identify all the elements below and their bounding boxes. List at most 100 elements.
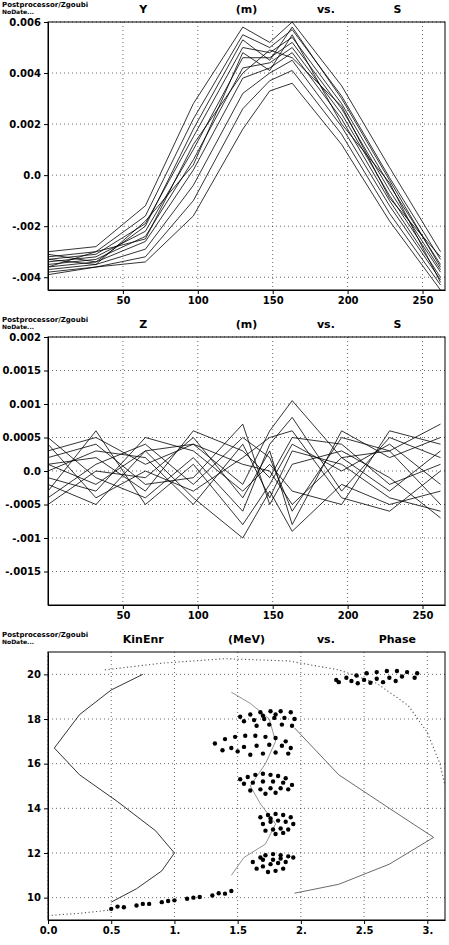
scatter-point — [280, 722, 284, 726]
scatter-point — [280, 744, 284, 748]
data-area — [48, 401, 441, 538]
scatter-point — [349, 679, 353, 683]
scatter-point — [281, 866, 285, 870]
series-line — [48, 431, 441, 525]
grid-line — [48, 73, 445, 74]
scatter-point — [223, 891, 227, 895]
scatter-point — [395, 669, 399, 673]
scatter-point — [263, 853, 267, 857]
series-line — [105, 659, 445, 786]
scatter-point — [356, 681, 360, 685]
scatter-point — [268, 816, 272, 820]
grid-line — [48, 504, 445, 505]
scatter-point — [273, 712, 277, 716]
tick-mark — [44, 337, 48, 338]
scatter-point — [238, 777, 242, 781]
series-line — [48, 444, 441, 511]
scatter-point — [268, 786, 272, 790]
x-tick: 150 — [263, 290, 284, 306]
scatter-point — [268, 773, 272, 777]
scatter-point — [276, 774, 280, 778]
scatter-point — [263, 735, 267, 739]
grid-line — [48, 175, 445, 176]
tick-mark — [44, 764, 48, 765]
scatter-point — [286, 751, 290, 755]
y-tick: -.001 — [12, 533, 48, 544]
scatter-point — [233, 735, 237, 739]
x-tick: 3. — [422, 920, 433, 936]
scatter-point — [289, 815, 293, 819]
axis-line — [48, 653, 49, 921]
x-tick: 2. — [296, 920, 307, 936]
scatter-point — [261, 772, 265, 776]
annotation: NoDate... — [2, 8, 34, 15]
y-tick: 14 — [27, 803, 48, 814]
tick-label: 0.0 — [23, 466, 41, 477]
tick-label: 50 — [116, 610, 130, 621]
grid-line — [48, 808, 445, 809]
grid-line — [427, 652, 428, 920]
scatter-point — [278, 826, 282, 830]
scatter-point — [254, 744, 258, 748]
grid-line — [111, 652, 112, 920]
scatter-point — [271, 827, 275, 831]
data-area — [48, 659, 445, 916]
tick-label: 150 — [263, 610, 284, 621]
tick-label: 16 — [27, 758, 41, 769]
scatter-point — [248, 753, 252, 757]
tick-mark — [44, 438, 48, 439]
scatter-point — [291, 855, 295, 859]
scatter-point — [246, 775, 250, 779]
tick-mark — [44, 674, 48, 675]
scatter-point — [141, 902, 145, 906]
panel: Postprocessor/ZgoubiNoDate...Z(m)vs.S501… — [2, 316, 446, 621]
x-axis: 0.00.51.1.52.2.53. — [40, 920, 446, 936]
scatter-point — [273, 750, 277, 754]
tick-label: 250 — [413, 610, 434, 621]
scatter-point — [242, 745, 246, 749]
tick-label: -.002 — [12, 221, 41, 232]
x-tick: 150 — [263, 605, 284, 621]
tick-label: 0.0 — [40, 925, 58, 936]
series-line — [48, 50, 441, 267]
tick-label: -.001 — [12, 533, 41, 544]
tick-label: 14 — [27, 803, 41, 814]
tick-mark — [348, 605, 349, 609]
scatter-point — [266, 870, 270, 874]
scatter-point — [261, 713, 265, 717]
scatter-point — [258, 815, 262, 819]
scatter-point — [278, 856, 282, 860]
scatter-point — [254, 724, 258, 728]
tick-mark — [44, 73, 48, 74]
tick-mark — [123, 290, 124, 294]
series-line — [48, 53, 441, 278]
tick-label: 2. — [296, 925, 307, 936]
scatter-point — [283, 739, 287, 743]
scatter-point — [122, 905, 126, 909]
scatter-point — [385, 669, 389, 673]
x-tick: 250 — [413, 605, 434, 621]
tick-mark — [44, 404, 48, 405]
grid-line — [48, 226, 445, 227]
scatter-point — [362, 678, 366, 682]
tick-label: 0.0 — [23, 170, 41, 181]
tick-mark — [198, 290, 199, 294]
series-line — [231, 692, 275, 875]
scatter-point — [273, 869, 277, 873]
grid-line — [237, 652, 238, 920]
series-line — [48, 70, 441, 284]
scatter-point — [134, 903, 138, 907]
grid-line — [48, 763, 445, 764]
series-line — [48, 431, 441, 525]
y-tick: 0.001 — [9, 399, 48, 410]
y-tick: 0.006 — [9, 17, 48, 28]
scatter-point — [216, 891, 220, 895]
scatter-point — [405, 670, 409, 674]
tick-mark — [273, 290, 274, 294]
scatter-point — [160, 900, 164, 904]
annotation: NoDate... — [2, 638, 34, 645]
x-tick: 0.0 — [40, 920, 58, 936]
series-line — [48, 417, 441, 511]
tick-label: -.0015 — [5, 566, 41, 577]
series-line — [48, 444, 441, 504]
